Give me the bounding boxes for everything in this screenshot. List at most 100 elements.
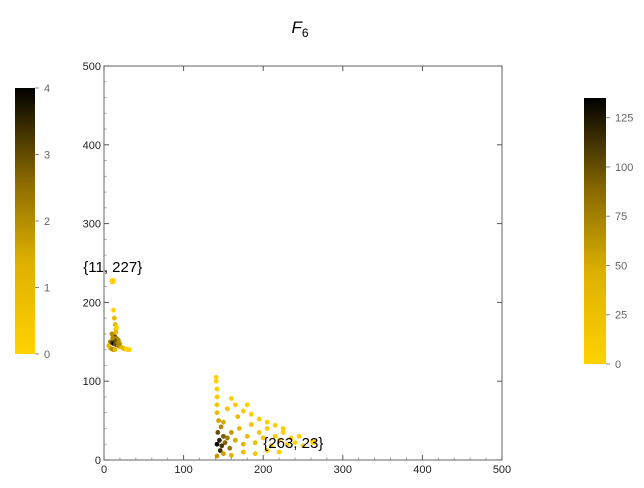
annotations: {11, 227} {263, 23} [83,259,323,452]
data-point [215,430,221,435]
colorbar-tick-label: 0 [615,359,621,371]
data-point [221,419,226,425]
data-point [272,433,278,439]
data-point [256,416,262,422]
data-point [300,443,306,449]
data-point [214,386,220,392]
data-point [216,418,222,423]
colorbar-right-gradient [584,98,606,364]
data-point [288,435,294,441]
colorbar-left-gradient [15,88,35,354]
data-point [214,441,220,447]
data-point [232,437,238,443]
colorbar-right: 0 25 50 75 100 125 [584,98,633,371]
data-point [217,437,222,443]
colorbar-tick-label: 100 [615,162,633,174]
data-point [248,411,254,417]
data-point [221,451,226,457]
x-tick-label: 0 [101,464,107,476]
data-point [228,430,234,435]
x-tick-label: 200 [254,464,272,476]
data-point [116,341,122,347]
data-point [113,329,119,335]
data-point [219,443,225,449]
data-point [232,402,238,408]
chart-title: F6 [291,18,308,40]
point-annotation: {11, 227} [83,259,142,276]
y-tick-label: 200 [83,297,101,309]
colorbar-left-ticks: 0 1 2 3 4 [35,83,50,361]
data-point [260,435,266,441]
colorbar-tick-label: 75 [615,211,627,223]
y-tick-label: 0 [95,455,101,467]
data-point [218,424,224,430]
data-point [252,451,258,457]
data-point [292,440,298,446]
data-point [284,441,290,447]
x-tick-label: 400 [413,464,431,476]
data-point [235,414,241,420]
data-point [236,426,242,431]
data-point [264,419,270,425]
data-point [227,445,233,451]
y-tick-label: 100 [83,376,101,388]
data-point [214,402,220,408]
data-point [272,422,278,428]
data-point [127,347,132,353]
data-point [256,430,262,435]
data-point [244,433,250,439]
data-points [106,278,316,459]
data-point [221,433,226,439]
x-axis: 0 100 200 300 400 500 [101,66,511,476]
data-point [240,408,246,414]
data-point [224,435,230,441]
colorbar-left: 0 1 2 3 4 [15,83,50,361]
data-point [240,449,246,455]
y-axis: 0 100 200 300 400 500 [83,61,502,467]
data-point [240,441,246,447]
data-point [268,443,274,449]
data-point [228,452,234,458]
data-point [112,347,118,353]
data-point [110,335,116,341]
data-point [248,422,254,427]
point-annotation: {263, 23} [263,435,323,452]
data-point [114,325,120,331]
plot-frame [103,65,503,461]
data-point [213,378,219,384]
data-point [276,449,282,455]
data-point [214,410,220,416]
colorbar-tick-label: 4 [44,83,50,95]
data-point [228,396,234,401]
data-point [111,315,117,321]
colorbar-tick-label: 0 [44,349,50,361]
x-tick-label: 500 [493,464,511,476]
data-point [264,448,270,453]
y-tick-label: 500 [83,61,101,73]
colorbar-tick-label: 25 [615,310,627,322]
data-point [111,307,116,313]
data-point [276,437,282,443]
data-point [264,426,270,431]
data-point [217,448,223,453]
annotated-point [109,277,116,285]
data-point [244,402,250,408]
data-point [213,374,219,380]
colorbar-right-ticks: 0 25 50 75 100 125 [606,113,633,371]
chart-title-main: F [291,18,303,37]
data-point [214,394,220,400]
colorbar-tick-label: 3 [44,150,50,162]
annotated-point [310,438,317,446]
colorbar-tick-label: 2 [44,216,50,228]
data-point [222,440,228,446]
data-point [224,406,230,412]
x-tick-label: 100 [174,464,192,476]
colorbar-tick-label: 125 [615,113,633,125]
x-tick-label: 300 [334,464,352,476]
data-point [280,426,286,431]
y-tick-label: 400 [83,140,101,152]
colorbar-tick-label: 50 [615,260,627,272]
data-point [252,440,258,446]
y-tick-label: 300 [83,219,101,231]
